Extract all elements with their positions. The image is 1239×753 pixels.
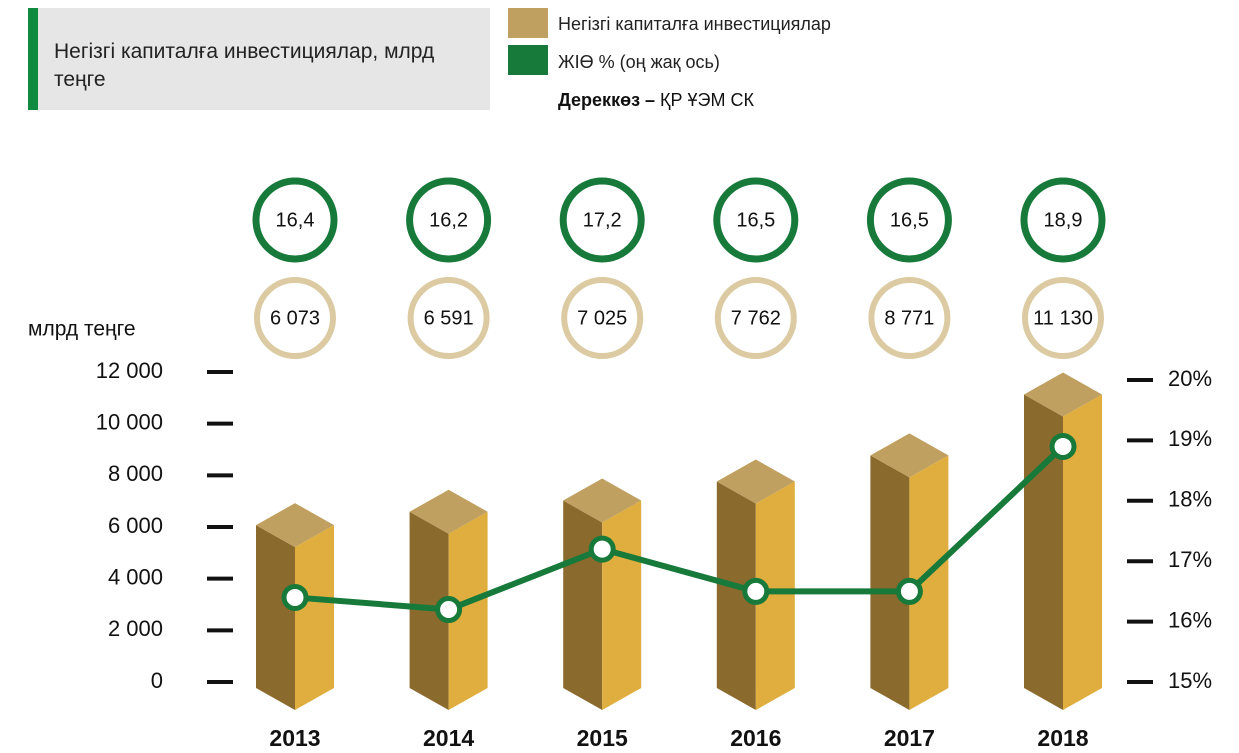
line-label-ring [1020, 177, 1106, 263]
line-value-label: 17,2 [583, 209, 622, 231]
y-axis-label: млрд теңге [28, 318, 136, 341]
y-tick-label: 4 000 [108, 564, 163, 589]
line-value-label: 18,9 [1044, 209, 1083, 231]
bar-right-face [448, 511, 488, 710]
y-tick-label: 6 000 [108, 513, 163, 538]
x-tick-label: 2017 [884, 725, 935, 751]
y2-tick-label: 19% [1168, 426, 1212, 451]
line-label-ring [866, 177, 952, 263]
y2-tick-label: 15% [1168, 668, 1212, 693]
x-tick-label: 2016 [730, 725, 781, 751]
bar-right-face [1063, 394, 1102, 710]
source-label: Дереккөз – [558, 90, 656, 110]
bar [870, 433, 949, 710]
bar-label-ring [714, 277, 797, 359]
bar-left-face [716, 481, 756, 710]
y2-tick-label: 18% [1168, 487, 1212, 512]
bar-left-face [870, 455, 910, 710]
y2-tick-label: 17% [1168, 547, 1212, 572]
x-tick-label: 2013 [269, 725, 320, 751]
bar-top-face [1024, 372, 1102, 417]
line-label-ring [406, 177, 492, 263]
bar-value-label: 11 130 [1033, 307, 1093, 329]
bar-top-face [870, 433, 949, 478]
bar-value-label: 6 073 [270, 307, 320, 329]
line-marker [435, 596, 463, 624]
legend-label: Негізгі капиталға инвестициялар [558, 14, 831, 34]
y-tick-label: 0 [151, 668, 163, 693]
bar [716, 459, 795, 710]
title: Негізгі капиталға инвестициялар, млрд те… [54, 40, 435, 91]
bar-top-face [256, 503, 334, 548]
bar-label-ring [868, 277, 951, 359]
bar-left-face [563, 500, 603, 710]
line-marker [281, 583, 309, 611]
title-box: Негізгі капиталға инвестициялар, млрд те… [28, 8, 490, 110]
line-value-label: 16,4 [276, 209, 315, 231]
line [294, 444, 1066, 613]
bar-right-face [755, 481, 795, 710]
line-value-label: 16,2 [429, 209, 468, 231]
legend-swatch [508, 8, 548, 38]
bar-top-face [716, 459, 795, 504]
bar-top-face [409, 489, 488, 534]
line-label-ring [713, 177, 799, 263]
line-label-ring [559, 177, 645, 263]
x-tick-label: 2018 [1037, 725, 1088, 751]
bar-label-ring [407, 277, 490, 359]
y-tick-label: 8 000 [108, 461, 163, 486]
bar-value-label: 7 762 [731, 307, 781, 329]
bar-right-face [909, 455, 949, 710]
bar-value-label: 6 591 [424, 307, 474, 329]
line-marker [895, 577, 923, 605]
bar-right-face [602, 500, 642, 710]
legend-label: ЖІӨ % (оң жақ ось) [558, 52, 720, 72]
source-text: ҚР ҰЭМ СК [660, 90, 754, 110]
source: Дереккөз – ҚР ҰЭМ СК [558, 90, 754, 111]
line-value-label: 16,5 [890, 209, 929, 231]
bar [563, 478, 642, 710]
x-tick-label: 2014 [423, 725, 474, 751]
legend-swatch [508, 45, 548, 75]
y2-tick-label: 16% [1168, 607, 1212, 632]
line-label-ring [252, 177, 338, 263]
bar [256, 503, 334, 710]
line-marker [742, 577, 770, 605]
y-tick-label: 2 000 [108, 616, 163, 641]
bar-label-ring [1022, 277, 1104, 359]
line-value-label: 16,5 [736, 209, 775, 231]
bar-top-face [563, 478, 642, 523]
bar-label-ring [561, 277, 644, 359]
line-marker [588, 535, 616, 563]
bar-value-label: 8 771 [884, 307, 934, 329]
y2-tick-label: 20% [1168, 366, 1212, 391]
bar-value-label: 7 025 [577, 307, 627, 329]
bar-left-face [256, 525, 295, 710]
bar [1024, 372, 1102, 710]
y-tick-label: 12 000 [96, 358, 163, 383]
bar-label-ring [254, 277, 336, 359]
bar-right-face [295, 525, 334, 710]
line-marker [1049, 432, 1077, 460]
x-tick-label: 2015 [577, 725, 628, 751]
y-tick-label: 10 000 [96, 409, 163, 434]
